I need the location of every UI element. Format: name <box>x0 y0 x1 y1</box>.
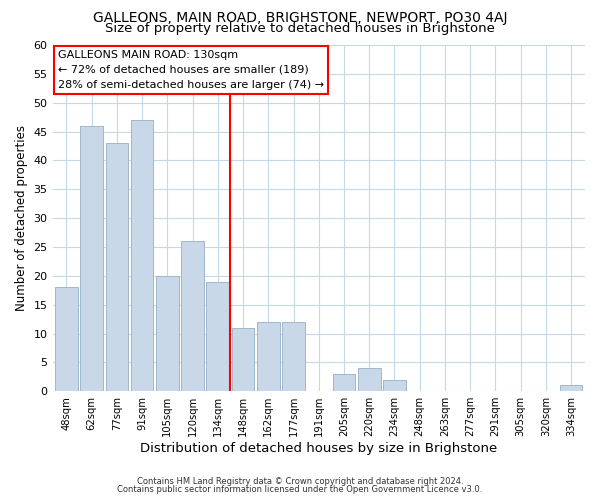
X-axis label: Distribution of detached houses by size in Brighstone: Distribution of detached houses by size … <box>140 442 497 455</box>
Bar <box>156 276 179 391</box>
Y-axis label: Number of detached properties: Number of detached properties <box>15 125 28 311</box>
Bar <box>106 143 128 391</box>
Text: GALLEONS, MAIN ROAD, BRIGHSTONE, NEWPORT, PO30 4AJ: GALLEONS, MAIN ROAD, BRIGHSTONE, NEWPORT… <box>93 11 507 25</box>
Text: GALLEONS MAIN ROAD: 130sqm
← 72% of detached houses are smaller (189)
28% of sem: GALLEONS MAIN ROAD: 130sqm ← 72% of deta… <box>58 50 324 90</box>
Bar <box>358 368 380 391</box>
Bar <box>232 328 254 391</box>
Bar <box>560 386 583 391</box>
Bar <box>131 120 154 391</box>
Bar <box>257 322 280 391</box>
Text: Contains public sector information licensed under the Open Government Licence v3: Contains public sector information licen… <box>118 485 482 494</box>
Bar <box>282 322 305 391</box>
Bar <box>383 380 406 391</box>
Text: Size of property relative to detached houses in Brighstone: Size of property relative to detached ho… <box>105 22 495 35</box>
Bar <box>206 282 229 391</box>
Bar <box>80 126 103 391</box>
Text: Contains HM Land Registry data © Crown copyright and database right 2024.: Contains HM Land Registry data © Crown c… <box>137 477 463 486</box>
Bar <box>332 374 355 391</box>
Bar <box>181 241 204 391</box>
Bar <box>55 288 78 391</box>
